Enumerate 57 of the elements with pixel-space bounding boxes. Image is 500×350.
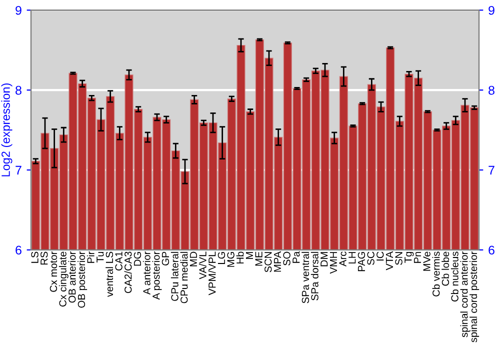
x-tick-label: Pa [292,251,300,263]
y-tick-label: 7 [16,166,22,175]
x-tick-label: CPu lateral [170,252,178,301]
x-tick-label: Hb [236,252,244,264]
x-tick-label: CA2/CA3 [124,252,132,294]
x-tick-label: OB posterior [78,251,88,308]
x-tick-label: CA1 [115,252,122,270]
x-tick-label: Cb lobe [442,252,450,286]
x-tick-label: M [246,252,253,259]
y-tick-label: 6 [16,246,22,255]
x-tick-label: MD [190,252,197,266]
x-tick-label: DG [134,252,142,266]
x-tick-label: A posterior [152,251,162,300]
x-tick-label: Cb vermis [432,252,440,296]
y2-tick-label: 6 [488,246,494,255]
y-tick-label: 9 [16,6,22,15]
x-tick-label: MPA [274,251,281,272]
x-tick-label: Tg [404,252,414,263]
x-tick-label: DM [320,252,328,266]
x-tick-label: SN [395,252,402,265]
x-tick-label: MVe [423,252,430,271]
x-tick-label: A anterior [142,251,150,295]
x-tick-label: Pn [414,252,421,263]
x-tick-label: ventral LS [106,252,114,297]
x-tick-label: CPu medial [180,252,188,304]
x-tick-label: VTA [386,251,393,270]
x-tick-label: SPa dorsal [310,252,318,300]
y2-tick-label: 9 [488,6,494,15]
x-tick-label: Cb nucleus [450,252,458,302]
y-tick-label: 8 [16,86,22,95]
x-tick-label: SC [367,252,374,265]
x-tick-label: OB anterior [68,251,76,303]
x-tick-label: Cx motor [50,251,58,292]
y2-tick-label: 8 [488,86,494,95]
y2-tick-label: 7 [488,166,494,175]
y-axis-title: Log2 (expression) [1,84,12,176]
x-tick-label: Pir [86,251,94,263]
x-tick-label: SCN [264,252,272,272]
x-tick-label: GP [162,252,170,266]
x-tick-label: Tu [96,252,104,263]
x-tick-label: LG [218,252,226,264]
x-tick-label: PAG [358,252,366,272]
x-tick-label: MG [227,252,234,267]
x-tick-label: IC [376,252,384,260]
x-tick-label: Arc [339,252,346,266]
x-tick-label: SO [283,252,290,266]
x-tick-label: spinal cord posterior [470,251,480,342]
x-tick-label: ME [255,252,262,266]
x-tick-label: Cx cingulate [58,252,68,307]
x-tick-label: VMH [330,252,337,274]
x-tick-label: LS [31,252,38,263]
x-tick-label: spinal cord anterior [460,251,470,338]
x-tick-label: RS [40,252,48,265]
x-tick-label: VPM/VPL [208,252,216,296]
x-tick-label: VA/VL [198,252,206,280]
x-tick-label: SPa ventral [302,252,310,304]
x-tick-label: LH [348,252,356,264]
